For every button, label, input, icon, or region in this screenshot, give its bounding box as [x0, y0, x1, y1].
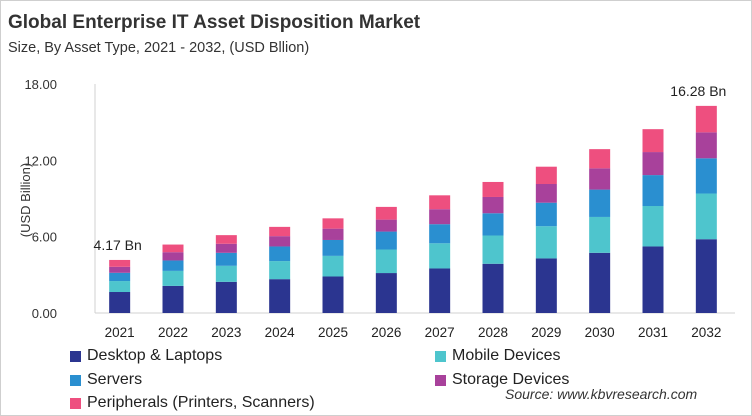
x-tick-label: 2030 [585, 325, 615, 340]
legend-label: Mobile Devices [452, 347, 561, 364]
x-tick-label: 2031 [638, 325, 668, 340]
legend-item-desktop-laptops: Desktop & Laptops [70, 347, 222, 365]
bar-segment-desktop-laptops-2024 [269, 279, 291, 313]
bar-segment-storage-devices-2031 [642, 152, 664, 176]
legend-swatch [435, 350, 446, 362]
bar-segment-storage-devices-2029 [535, 183, 557, 203]
bar-segment-servers-2027 [429, 224, 451, 244]
x-tick-label: 2029 [531, 325, 561, 340]
bar-segment-storage-devices-2024 [269, 236, 291, 247]
bar-segment-storage-devices-2025 [322, 228, 344, 240]
bar-segment-peripherals-printers-scanners-2029 [535, 166, 557, 184]
source-note: Source: www.kbvresearch.com [505, 386, 698, 402]
bar-segment-mobile-devices-2028 [482, 235, 504, 264]
bar-segment-desktop-laptops-2028 [482, 263, 504, 313]
x-tick-label: 2028 [478, 325, 508, 340]
legend-label: Peripherals (Printers, Scanners) [87, 394, 315, 411]
chart-subtitle: Size, By Asset Type, 2021 - 2032, (USD B… [8, 40, 310, 56]
bar-segment-storage-devices-2030 [589, 168, 611, 190]
legend-item-servers: Servers [70, 371, 142, 389]
bar-segment-peripherals-printers-scanners-2030 [589, 149, 611, 169]
bar-segment-servers-2030 [589, 189, 611, 217]
bar-segment-mobile-devices-2032 [695, 193, 717, 240]
legend-swatch [70, 374, 81, 386]
x-tick-label: 2023 [211, 325, 241, 340]
bar-segment-peripherals-printers-scanners-2032 [695, 105, 717, 133]
bar-segment-desktop-laptops-2030 [589, 252, 611, 313]
bar-segment-peripherals-printers-scanners-2022 [162, 244, 184, 253]
bar-segment-peripherals-printers-scanners-2023 [215, 235, 237, 244]
bar-segment-mobile-devices-2031 [642, 206, 664, 247]
y-tick-label: 12.00 [24, 153, 57, 168]
y-tick-label: 6.00 [32, 230, 57, 245]
legend-item-peripherals: Peripherals (Printers, Scanners) [70, 394, 315, 412]
bar-segment-storage-devices-2022 [162, 252, 184, 261]
bar-segment-desktop-laptops-2021 [109, 292, 131, 313]
bar-segment-peripherals-printers-scanners-2021 [109, 259, 131, 267]
legend-swatch [70, 397, 81, 409]
bar-segment-mobile-devices-2029 [535, 226, 557, 259]
bar-segment-desktop-laptops-2031 [642, 246, 664, 313]
y-tick-label: 18.00 [24, 77, 57, 92]
y-tick-label: 0.00 [32, 306, 57, 321]
bar-segment-mobile-devices-2022 [162, 270, 184, 286]
chart-title: Global Enterprise IT Asset Disposition M… [8, 12, 421, 33]
bar-segment-servers-2023 [215, 252, 237, 266]
bar-segment-mobile-devices-2023 [215, 265, 237, 282]
bar-segment-desktop-laptops-2025 [322, 276, 344, 313]
bar-segment-mobile-devices-2026 [375, 249, 397, 274]
x-tick-label: 2026 [371, 325, 401, 340]
x-tick-label: 2027 [425, 325, 455, 340]
bar-segment-servers-2025 [322, 239, 344, 256]
bar-segment-servers-2028 [482, 213, 504, 236]
x-tick-label: 2025 [318, 325, 348, 340]
bar-segment-desktop-laptops-2032 [695, 239, 717, 313]
bar-segment-servers-2032 [695, 158, 717, 194]
bar-segment-servers-2026 [375, 231, 397, 250]
legend-label: Desktop & Laptops [87, 347, 223, 364]
bar-segment-servers-2022 [162, 260, 184, 271]
x-tick-label: 2024 [265, 325, 296, 340]
bar-segment-mobile-devices-2024 [269, 261, 291, 280]
legend-label: Storage Devices [452, 371, 570, 388]
bar-segment-storage-devices-2026 [375, 219, 397, 232]
bar-segment-servers-2024 [269, 246, 291, 262]
bar-segment-desktop-laptops-2022 [162, 285, 184, 313]
bar-segment-storage-devices-2023 [215, 243, 237, 253]
legend-item-storage-devices: Storage Devices [435, 371, 569, 389]
bar-segment-mobile-devices-2021 [109, 281, 131, 293]
bar-segment-mobile-devices-2030 [589, 216, 611, 253]
legend-swatch [70, 350, 81, 362]
bar-segment-servers-2021 [109, 272, 131, 282]
bar-segment-peripherals-printers-scanners-2031 [642, 129, 664, 153]
bar-segment-peripherals-printers-scanners-2024 [269, 226, 291, 237]
data-label: 16.28 Bn [670, 83, 726, 99]
bar-segment-storage-devices-2027 [429, 209, 451, 225]
bar-segment-desktop-laptops-2029 [535, 258, 557, 313]
bar-segment-servers-2029 [535, 202, 557, 227]
bar-segment-peripherals-printers-scanners-2027 [429, 195, 451, 210]
x-tick-label: 2032 [691, 325, 721, 340]
bar-segment-mobile-devices-2027 [429, 243, 451, 269]
bar-segment-storage-devices-2032 [695, 132, 717, 159]
bar-segment-storage-devices-2028 [482, 196, 504, 214]
legend-item-mobile-devices: Mobile Devices [435, 347, 560, 365]
bar-segment-servers-2031 [642, 175, 664, 207]
legend-swatch [435, 374, 446, 386]
bar-segment-peripherals-printers-scanners-2026 [375, 206, 397, 220]
bar-segment-desktop-laptops-2026 [375, 273, 397, 313]
x-tick-label: 2021 [105, 325, 135, 340]
bar-segment-mobile-devices-2025 [322, 255, 344, 277]
bar-segment-desktop-laptops-2027 [429, 268, 451, 313]
legend-label: Servers [87, 371, 143, 388]
bar-segment-peripherals-printers-scanners-2025 [322, 218, 344, 229]
bar-segment-storage-devices-2021 [109, 266, 131, 273]
bar-segment-peripherals-printers-scanners-2028 [482, 181, 504, 197]
bar-segment-desktop-laptops-2023 [215, 281, 237, 313]
x-tick-label: 2022 [158, 325, 188, 340]
data-label: 4.17 Bn [94, 237, 142, 253]
y-axis-label: (USD Billion) [18, 163, 33, 237]
